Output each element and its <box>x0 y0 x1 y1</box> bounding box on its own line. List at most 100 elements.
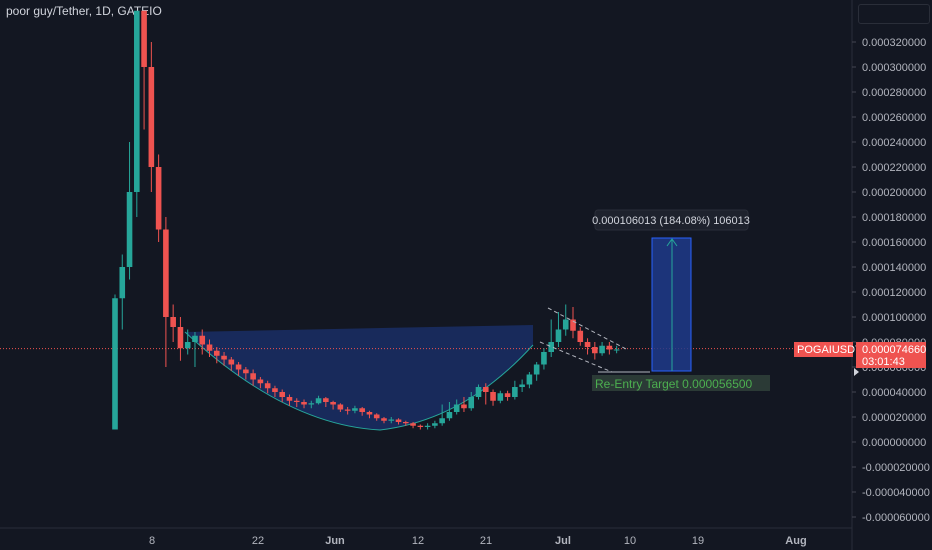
candle-up <box>119 267 126 299</box>
candle-down <box>264 383 271 389</box>
price-scale-menu-button[interactable] <box>858 4 930 24</box>
y-tick-label: 0.000160000 <box>862 237 926 249</box>
y-tick-label: -0.000060000 <box>862 512 930 524</box>
y-tick-label: 0.000260000 <box>862 112 926 124</box>
re-entry-label: Re-Entry Target 0.000056500 <box>595 377 753 391</box>
y-tick-label: 0.000280000 <box>862 87 926 99</box>
candle-up <box>613 349 620 351</box>
x-tick-label: Aug <box>785 535 806 547</box>
candle-down <box>170 317 176 327</box>
candle-down <box>257 379 264 384</box>
candle-up <box>533 364 540 375</box>
x-tick-label: Jul <box>555 535 571 547</box>
x-tick-label: 12 <box>412 535 424 547</box>
price-tag-countdown: 03:01:43 <box>862 356 905 368</box>
candle-down <box>403 422 409 424</box>
x-tick-label: 21 <box>480 535 492 547</box>
candle-down <box>337 404 344 410</box>
candle-down <box>293 400 300 402</box>
candle-up <box>352 408 358 411</box>
candle-down <box>213 350 220 356</box>
scroll-right-icon[interactable] <box>854 368 859 376</box>
candle-down <box>330 402 336 405</box>
candle-up <box>388 419 395 421</box>
candle-up <box>424 425 431 427</box>
candle-down <box>163 229 169 317</box>
x-tick-label: 10 <box>624 535 636 547</box>
candle-down <box>323 398 329 402</box>
candle-up <box>555 329 562 342</box>
y-tick-label: 0.000040000 <box>862 387 926 399</box>
candle-down <box>228 359 235 365</box>
y-tick-label: 0.000180000 <box>862 212 926 224</box>
candle-down <box>461 404 467 409</box>
candle-up <box>439 418 445 424</box>
candle-down <box>206 344 213 351</box>
x-tick-label: 8 <box>149 535 155 547</box>
candle-down <box>417 425 424 427</box>
candle-down <box>592 347 598 354</box>
candle-up <box>134 10 140 192</box>
flag-channel-lower <box>539 341 613 373</box>
price-tag-value: 0.000074660 <box>862 344 926 356</box>
candle-down <box>279 392 286 397</box>
candle-down <box>250 373 256 380</box>
candle-up <box>315 398 322 404</box>
candle-up <box>526 374 533 385</box>
candle-down <box>243 369 249 374</box>
y-tick-label: 0.000240000 <box>862 137 926 149</box>
symbol-tag-box <box>794 342 853 357</box>
candle-down <box>286 397 293 401</box>
candle-up <box>446 412 453 419</box>
candle-up <box>599 345 605 354</box>
candle-up <box>548 342 554 352</box>
chart-title: poor guy/Tether, 1D, GATEIO <box>6 4 162 18</box>
candle-up <box>308 403 315 405</box>
y-tick-label: 0.000000000 <box>862 437 926 449</box>
candle-up <box>497 393 504 401</box>
candle-up <box>475 387 482 397</box>
candle-down <box>199 335 206 345</box>
measure-label: 0.000106013 (184.08%) 106013 <box>592 215 750 227</box>
candle-up <box>468 397 475 409</box>
y-tick-label: 0.000320000 <box>862 37 926 49</box>
candle-down <box>570 319 576 331</box>
y-tick-label: 0.000220000 <box>862 162 926 174</box>
candle-down <box>177 327 184 349</box>
candle-up <box>192 335 198 342</box>
candle-down <box>504 393 511 397</box>
candle-down <box>482 387 489 392</box>
candle-up <box>453 404 460 412</box>
cup-pattern-fill <box>185 325 533 430</box>
candle-down <box>141 10 147 67</box>
y-tick-label: 0.000020000 <box>862 412 926 424</box>
x-tick-label: Jun <box>325 535 345 547</box>
price-tag-box <box>856 342 926 368</box>
re-entry-label-box <box>592 375 770 391</box>
candle-down <box>584 342 591 347</box>
candle-down <box>395 419 402 422</box>
candle-down <box>148 67 155 167</box>
candle-down <box>606 345 613 350</box>
candle-up <box>562 319 569 330</box>
x-tick-label: 19 <box>692 535 704 547</box>
measure-arrow-head <box>666 238 678 247</box>
candle-down <box>410 423 416 426</box>
candle-down <box>155 167 162 230</box>
candle-down <box>373 414 380 419</box>
candle-up <box>512 387 518 397</box>
candle-down <box>490 392 496 401</box>
y-tick-label: 0.000200000 <box>862 187 926 199</box>
candle-up <box>432 423 438 426</box>
y-tick-label: 0.000140000 <box>862 262 926 274</box>
candle-down <box>221 355 227 360</box>
candle-down <box>344 409 351 411</box>
candle-down <box>577 330 584 342</box>
symbol-tag: POGAIUSDT <box>797 344 862 356</box>
candle-down <box>381 418 387 421</box>
y-tick-label: 0.000300000 <box>862 62 926 74</box>
y-tick-label: -0.000020000 <box>862 462 930 474</box>
y-tick-label: 0.000100000 <box>862 312 926 324</box>
candle-up <box>541 352 547 365</box>
